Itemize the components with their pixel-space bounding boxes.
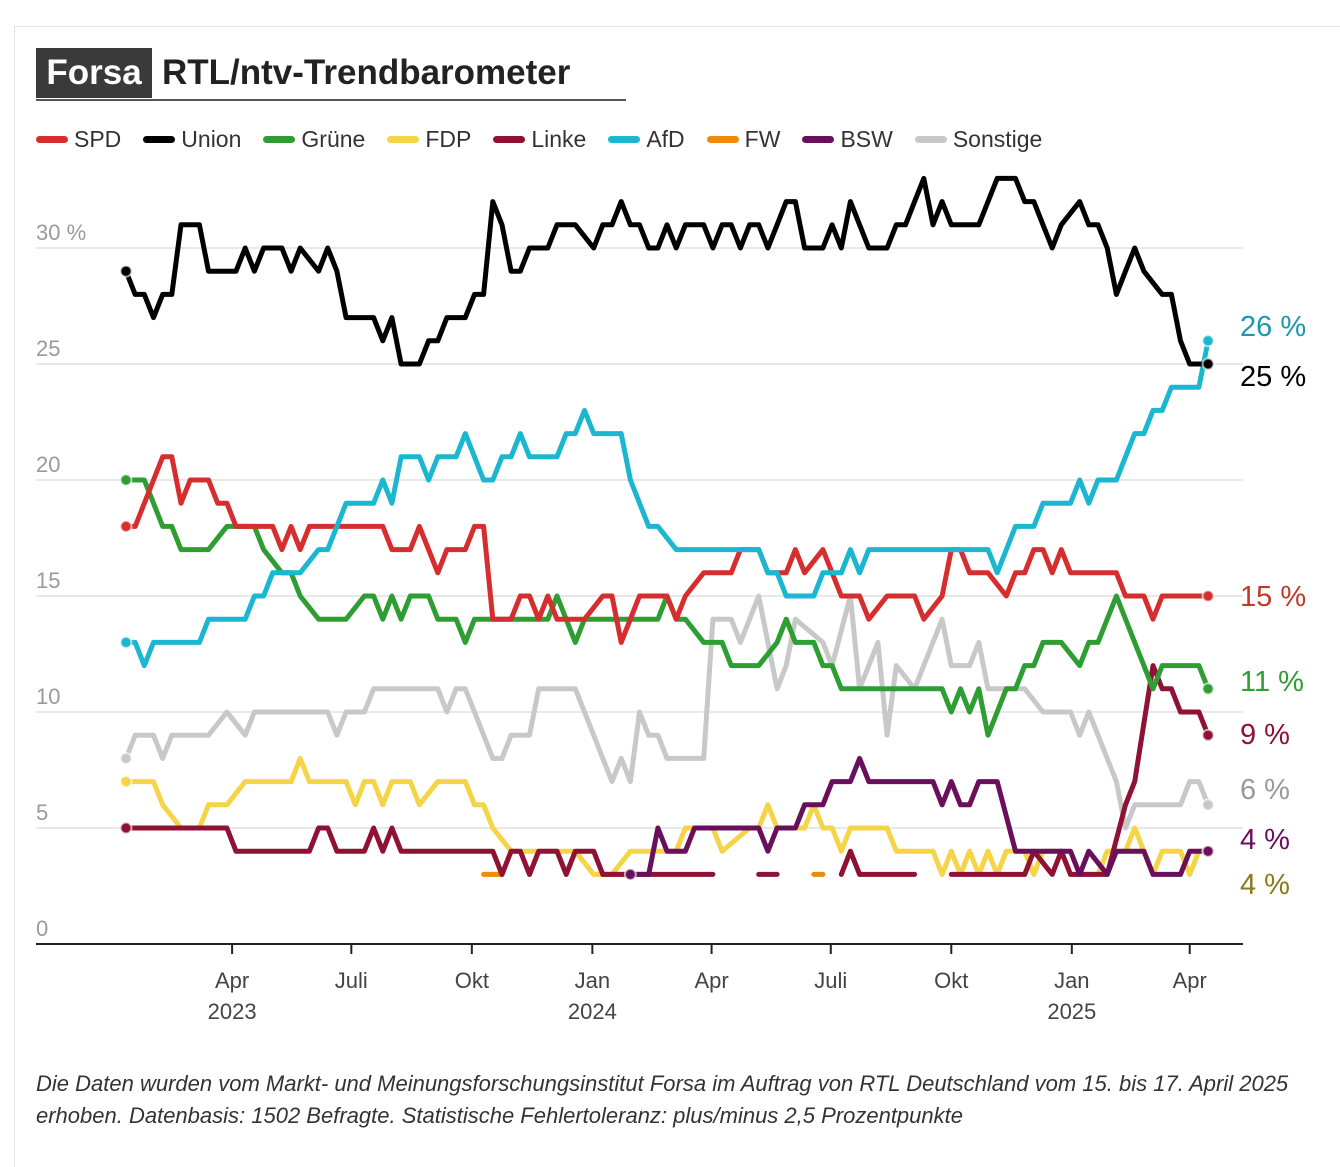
y-tick-label: 0: [36, 916, 48, 941]
start-point: [119, 473, 133, 487]
series-line-afd: [123, 338, 1211, 669]
x-tick-year: 2023: [208, 999, 257, 1024]
x-tick-label: Okt: [455, 968, 489, 993]
x-tick-label: Apr: [215, 968, 249, 993]
end-label-afd: 26 %: [1240, 311, 1306, 343]
end-point: [1201, 357, 1215, 371]
legend-item: Grüne: [263, 126, 365, 153]
legend-swatch: [608, 135, 641, 143]
end-point: [1201, 844, 1215, 858]
series-line-grüne: [123, 477, 1211, 738]
series-line-bsw: [627, 755, 1211, 877]
legend-label: FDP: [425, 125, 472, 152]
title-underline: [36, 99, 626, 101]
x-tick-label: Apr: [1173, 968, 1207, 993]
x-tick-label: Jan: [1054, 968, 1089, 993]
series-line-linke: [123, 663, 1211, 877]
end-label-linke: 9 %: [1240, 719, 1290, 751]
y-tick-label: 20: [36, 452, 60, 477]
legend-swatch: [802, 135, 835, 143]
x-tick-label: Jan: [575, 968, 610, 993]
legend-swatch: [706, 135, 739, 143]
end-label-grüne: 11 %: [1240, 666, 1304, 698]
x-tick-label: Juli: [814, 968, 847, 993]
legend-swatch: [914, 135, 947, 143]
legend-label: Union: [181, 125, 242, 152]
end-point: [1201, 334, 1215, 348]
series-line-fdp: [123, 755, 1211, 877]
y-tick-label: 15: [36, 568, 60, 593]
y-tick-label: 5: [36, 800, 48, 825]
x-tick-label: Juli: [335, 968, 368, 993]
start-point: [623, 867, 637, 881]
series-line-union: [123, 175, 1211, 367]
end-label-spd: 15 %: [1240, 581, 1306, 613]
legend-item: Linke: [493, 126, 586, 153]
end-point: [1201, 589, 1215, 603]
legend-item: Union: [143, 126, 241, 153]
legend-item: AfD: [608, 125, 685, 153]
end-point: [1201, 798, 1215, 812]
legend-label: Linke: [531, 125, 587, 152]
title-text: RTL/ntv-Trendbarometer: [162, 53, 571, 92]
start-point: [119, 751, 133, 765]
legend-item: FDP: [387, 126, 471, 153]
legend-label: Grüne: [301, 125, 366, 152]
end-label-fdp: 4 %: [1240, 869, 1290, 901]
legend-item: BSW: [802, 125, 893, 153]
footnote: Die Daten wurden vom Markt- und Meinungs…: [36, 1071, 1289, 1128]
series-line-spd: [123, 454, 1211, 645]
y-tick-label: 25: [36, 336, 60, 361]
start-point: [119, 264, 133, 278]
legend: SPD Union Grüne FDP Linke AfD FW BSW Sonstige: [36, 124, 1064, 154]
legend-swatch: [143, 135, 176, 143]
legend-swatch: [387, 135, 420, 143]
x-tick-year: 2025: [1047, 999, 1096, 1024]
start-point: [119, 821, 133, 835]
x-tick-label: Okt: [934, 968, 968, 993]
legend-label: SPD: [74, 125, 122, 152]
legend-label: AfD: [646, 125, 685, 152]
start-point: [119, 519, 133, 533]
end-point: [1201, 682, 1215, 696]
legend-swatch: [493, 135, 526, 143]
legend-item: FW: [706, 125, 781, 153]
line-chart: 30 % 25 20 15 10 5 0 Apr 2023 Juli Okt Jan 2024 Apr Ju…: [36, 175, 1306, 1024]
legend-label: Sonstige: [952, 125, 1043, 152]
x-tick-label: Apr: [694, 968, 728, 993]
end-label-union: 25 %: [1240, 361, 1306, 393]
legend-item: SPD: [36, 126, 121, 153]
title-badge: Forsa: [36, 48, 152, 98]
start-point: [119, 775, 133, 789]
x-tick-year: 2024: [568, 999, 617, 1024]
start-point: [119, 635, 133, 649]
legend-label: FW: [744, 125, 781, 152]
chart-frame: [14, 26, 1340, 1167]
end-point: [1201, 728, 1215, 742]
legend-swatch: [263, 135, 296, 143]
legend-item: Sonstige: [914, 125, 1043, 153]
end-label-bsw: 4 %: [1240, 824, 1290, 856]
y-tick-label: 30 %: [36, 220, 86, 245]
legend-swatch: [36, 135, 68, 143]
legend-label: BSW: [840, 125, 893, 152]
y-tick-label: 10: [36, 684, 60, 709]
end-label-sonstige: 6 %: [1240, 774, 1290, 806]
